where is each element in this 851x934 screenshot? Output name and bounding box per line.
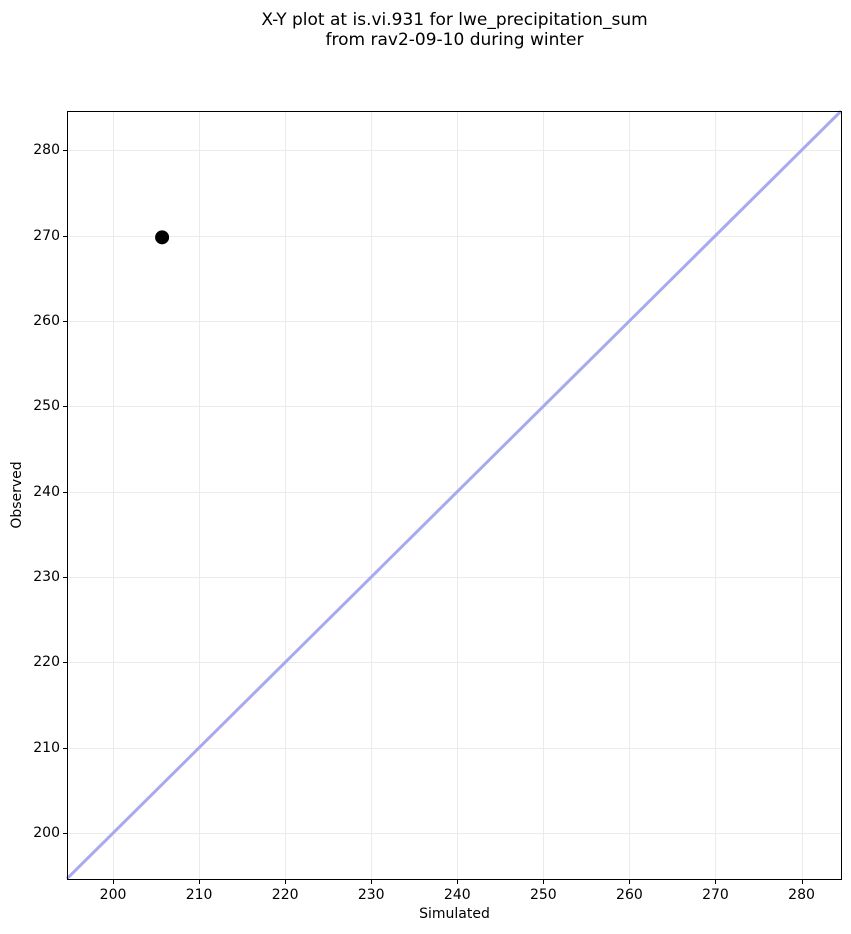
chart-title-line1: X-Y plot at is.vi.931 for lwe_precipitat… bbox=[261, 10, 648, 30]
identity-line bbox=[65, 109, 843, 880]
chart-title-line2: from rav2-09-10 during winter bbox=[325, 29, 584, 50]
y-axis-label: Observed bbox=[9, 461, 25, 529]
x-tick-label: 220 bbox=[271, 887, 299, 903]
x-tick-label: 280 bbox=[788, 887, 815, 903]
y-tick-label: 240 bbox=[33, 483, 60, 500]
x-tick-label: 230 bbox=[357, 887, 385, 903]
y-tick-label: 210 bbox=[33, 739, 60, 756]
x-tick-label: 250 bbox=[529, 887, 557, 903]
chart-title: X-Y plot at is.vi.931 for lwe_precipitat… bbox=[67, 10, 842, 50]
x-tick-label: 210 bbox=[185, 887, 213, 903]
y-tick-label: 200 bbox=[33, 825, 60, 842]
y-tick-label: 220 bbox=[33, 654, 60, 671]
y-tick-label: 230 bbox=[33, 569, 60, 585]
y-tick-label: 270 bbox=[33, 227, 60, 244]
x-tick-label: 260 bbox=[616, 887, 643, 903]
y-tick-label: 280 bbox=[33, 142, 60, 159]
x-tick-label: 240 bbox=[443, 887, 471, 903]
x-tick-label: 200 bbox=[99, 887, 127, 903]
y-tick-label: 260 bbox=[33, 312, 60, 329]
x-tick-label: 270 bbox=[702, 887, 729, 903]
x-axis-label: Simulated bbox=[419, 906, 490, 922]
data-point bbox=[155, 230, 170, 245]
axes-border bbox=[67, 111, 842, 880]
y-tick-label: 250 bbox=[33, 398, 60, 415]
